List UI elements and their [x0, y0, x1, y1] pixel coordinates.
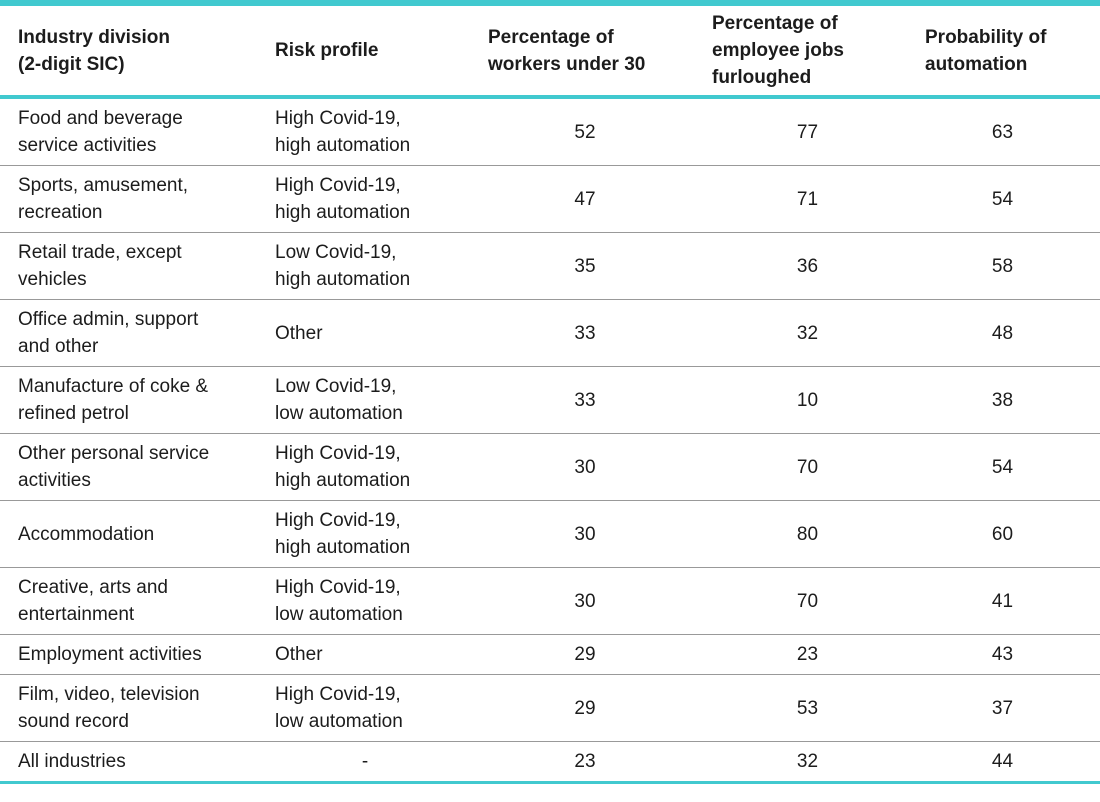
- table-row: Manufacture of coke & refined petrol Low…: [0, 366, 1100, 433]
- cell-probability-automation: 38: [991, 389, 1014, 411]
- table-row: Creative, arts and entertainment High Co…: [0, 567, 1100, 634]
- cell-pct-workers-under-30: 33: [574, 322, 596, 344]
- table-row: Accommodation High Covid-19, high automa…: [0, 500, 1100, 567]
- column-header-pct-jobs-furloughed: Percentage of employee jobs furloughed: [712, 13, 844, 88]
- cell-industry-division: All industries: [18, 751, 126, 772]
- cell-pct-jobs-furloughed: 80: [796, 523, 819, 545]
- cell-industry-division: Sports, amusement, recreation: [18, 175, 189, 223]
- cell-probability-automation: 48: [991, 322, 1014, 344]
- cell-industry-division: Accommodation: [18, 523, 155, 545]
- cell-pct-jobs-furloughed: 71: [796, 188, 819, 210]
- cell-pct-workers-under-30: 30: [574, 456, 596, 478]
- cell-probability-automation: 44: [991, 751, 1014, 772]
- table-row: Food and beverage service activities Hig…: [0, 99, 1100, 165]
- table-header-row: Industry division (2-digit SIC) Risk pro…: [0, 6, 1100, 95]
- cell-probability-automation: 37: [991, 697, 1014, 719]
- cell-pct-workers-under-30: 33: [574, 389, 596, 411]
- column-header-probability-automation: Probability of automation: [925, 26, 1047, 75]
- column-header-industry-division: Industry division (2-digit SIC): [18, 26, 171, 75]
- cell-industry-division: Manufacture of coke & refined petrol: [18, 376, 209, 424]
- cell-risk-profile: Low Covid-19, low automation: [275, 376, 403, 424]
- cell-probability-automation: 54: [991, 456, 1014, 478]
- cell-pct-jobs-furloughed: 70: [796, 590, 819, 612]
- table-body: Food and beverage service activities Hig…: [0, 99, 1100, 781]
- industry-risk-table: Industry division (2-digit SIC) Risk pro…: [0, 0, 1100, 784]
- cell-risk-profile: High Covid-19, low automation: [275, 684, 403, 732]
- cell-risk-profile: -: [361, 751, 369, 772]
- cell-pct-workers-under-30: 23: [574, 751, 596, 772]
- cell-probability-automation: 54: [991, 188, 1014, 210]
- cell-risk-profile: High Covid-19, low automation: [275, 577, 403, 625]
- cell-pct-workers-under-30: 29: [574, 697, 596, 719]
- cell-pct-jobs-furloughed: 36: [796, 255, 819, 277]
- cell-pct-workers-under-30: 35: [574, 255, 596, 277]
- cell-probability-automation: 41: [991, 590, 1014, 612]
- cell-pct-workers-under-30: 52: [574, 121, 596, 143]
- cell-pct-jobs-furloughed: 32: [796, 751, 819, 772]
- cell-probability-automation: 43: [991, 644, 1014, 665]
- cell-pct-jobs-furloughed: 53: [796, 697, 819, 719]
- column-header-risk-profile: Risk profile: [275, 40, 379, 61]
- cell-pct-workers-under-30: 29: [574, 644, 596, 665]
- cell-pct-jobs-furloughed: 10: [796, 389, 819, 411]
- table-row: Office admin, support and other Other 33…: [0, 299, 1100, 366]
- column-header-pct-workers-under-30: Percentage of workers under 30: [488, 26, 646, 75]
- table-row: Other personal service activities High C…: [0, 433, 1100, 500]
- cell-probability-automation: 60: [991, 523, 1014, 545]
- cell-pct-workers-under-30: 47: [574, 188, 596, 210]
- table-row: Retail trade, except vehicles Low Covid-…: [0, 232, 1100, 299]
- cell-risk-profile: High Covid-19, high automation: [275, 175, 411, 223]
- cell-industry-division: Creative, arts and entertainment: [18, 577, 168, 625]
- cell-industry-division: Retail trade, except vehicles: [18, 242, 182, 290]
- header-divider: [0, 95, 1100, 99]
- cell-industry-division: Employment activities: [18, 644, 202, 665]
- cell-risk-profile: High Covid-19, high automation: [275, 108, 411, 156]
- cell-pct-jobs-furloughed: 32: [796, 322, 819, 344]
- cell-pct-workers-under-30: 30: [574, 590, 596, 612]
- cell-risk-profile: Other: [275, 322, 323, 344]
- cell-probability-automation: 63: [991, 121, 1014, 143]
- cell-risk-profile: Low Covid-19, high automation: [275, 242, 411, 290]
- cell-industry-division: Film, video, television sound record: [18, 684, 200, 732]
- table-row: Sports, amusement, recreation High Covid…: [0, 165, 1100, 232]
- cell-industry-division: Office admin, support and other: [18, 309, 199, 357]
- cell-risk-profile: Other: [275, 644, 323, 665]
- table-row: Employment activities Other 29 23 43: [0, 634, 1100, 674]
- cell-pct-jobs-furloughed: 77: [796, 121, 819, 143]
- cell-pct-jobs-furloughed: 23: [796, 644, 819, 665]
- cell-pct-jobs-furloughed: 70: [796, 456, 819, 478]
- table-row: Film, video, television sound record Hig…: [0, 674, 1100, 741]
- table-bottom-border: [0, 781, 1100, 784]
- cell-probability-automation: 58: [991, 255, 1014, 277]
- cell-industry-division: Other personal service activities: [18, 443, 210, 491]
- cell-industry-division: Food and beverage service activities: [18, 108, 183, 156]
- cell-pct-workers-under-30: 30: [574, 523, 596, 545]
- cell-risk-profile: High Covid-19, high automation: [275, 510, 411, 558]
- table-row: All industries - 23 32 44: [0, 741, 1100, 781]
- cell-risk-profile: High Covid-19, high automation: [275, 443, 411, 491]
- table-top-border: [0, 0, 1100, 6]
